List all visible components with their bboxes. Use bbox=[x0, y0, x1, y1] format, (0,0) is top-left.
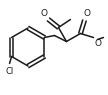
Text: O: O bbox=[84, 10, 91, 19]
Text: O: O bbox=[94, 38, 101, 48]
Text: O: O bbox=[41, 8, 48, 17]
Text: Cl: Cl bbox=[5, 66, 14, 76]
